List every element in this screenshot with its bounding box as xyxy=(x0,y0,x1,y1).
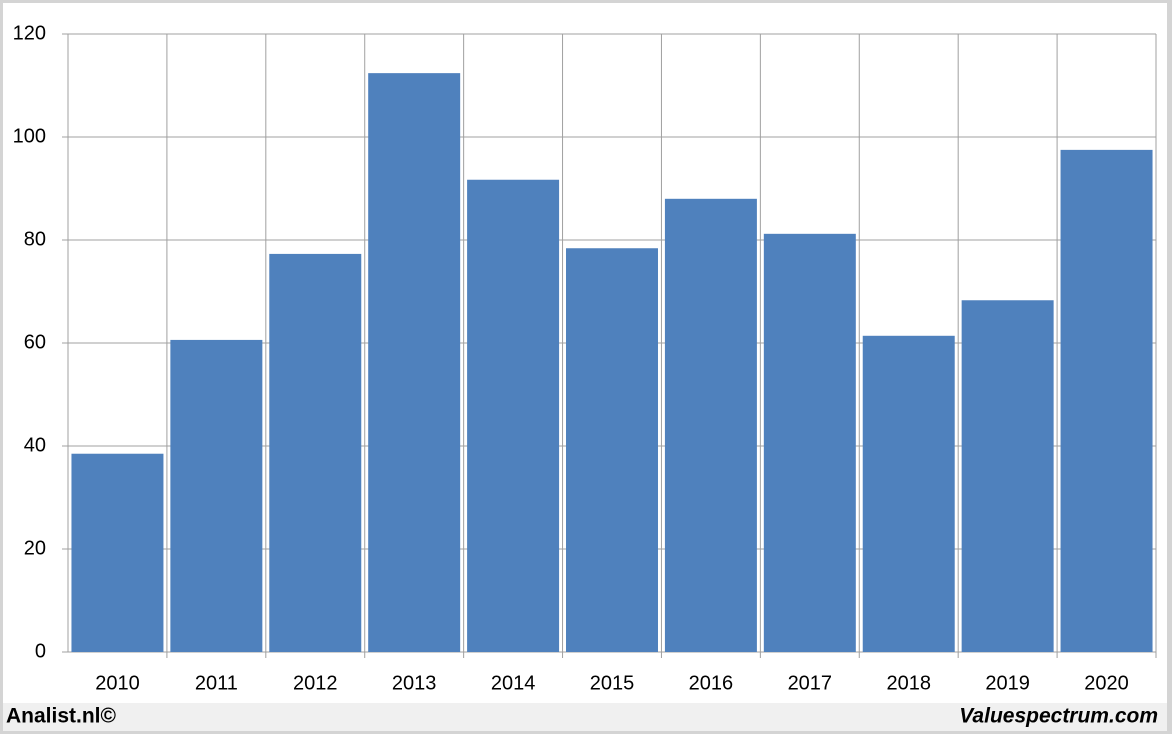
bar xyxy=(467,179,560,652)
x-tick-label: 2017 xyxy=(788,672,833,694)
bar xyxy=(566,248,658,653)
footer-right: Valuespectrum.com xyxy=(959,705,1158,728)
bar xyxy=(862,335,955,652)
footer-left: Analist.nl© xyxy=(6,705,117,728)
x-tick-label: 2020 xyxy=(1084,672,1129,694)
y-tick-label: 40 xyxy=(24,434,46,456)
y-tick-label: 120 xyxy=(13,22,46,44)
y-tick-label: 60 xyxy=(24,331,46,353)
y-tick-label: 80 xyxy=(24,228,46,250)
y-tick-label: 0 xyxy=(35,640,46,662)
x-tick-label: 2010 xyxy=(95,672,140,694)
y-tick-label: 20 xyxy=(24,537,46,559)
x-tick-label: 2015 xyxy=(590,672,635,694)
y-tick-label: 100 xyxy=(13,125,46,147)
bar xyxy=(763,233,856,652)
x-tick-label: 2011 xyxy=(195,672,238,694)
bar xyxy=(170,339,263,652)
bar xyxy=(269,253,362,652)
bar xyxy=(368,73,461,652)
x-tick-label: 2016 xyxy=(689,672,734,694)
x-tick-label: 2018 xyxy=(886,672,931,694)
bar xyxy=(1060,149,1153,652)
x-tick-label: 2014 xyxy=(491,672,536,694)
x-tick-label: 2019 xyxy=(985,672,1030,694)
x-tick-label: 2013 xyxy=(392,672,437,694)
bar xyxy=(71,453,164,652)
bar xyxy=(664,198,757,653)
x-tick-label: 2012 xyxy=(293,672,338,694)
footer-bar xyxy=(3,703,1167,731)
bar xyxy=(961,300,1054,652)
